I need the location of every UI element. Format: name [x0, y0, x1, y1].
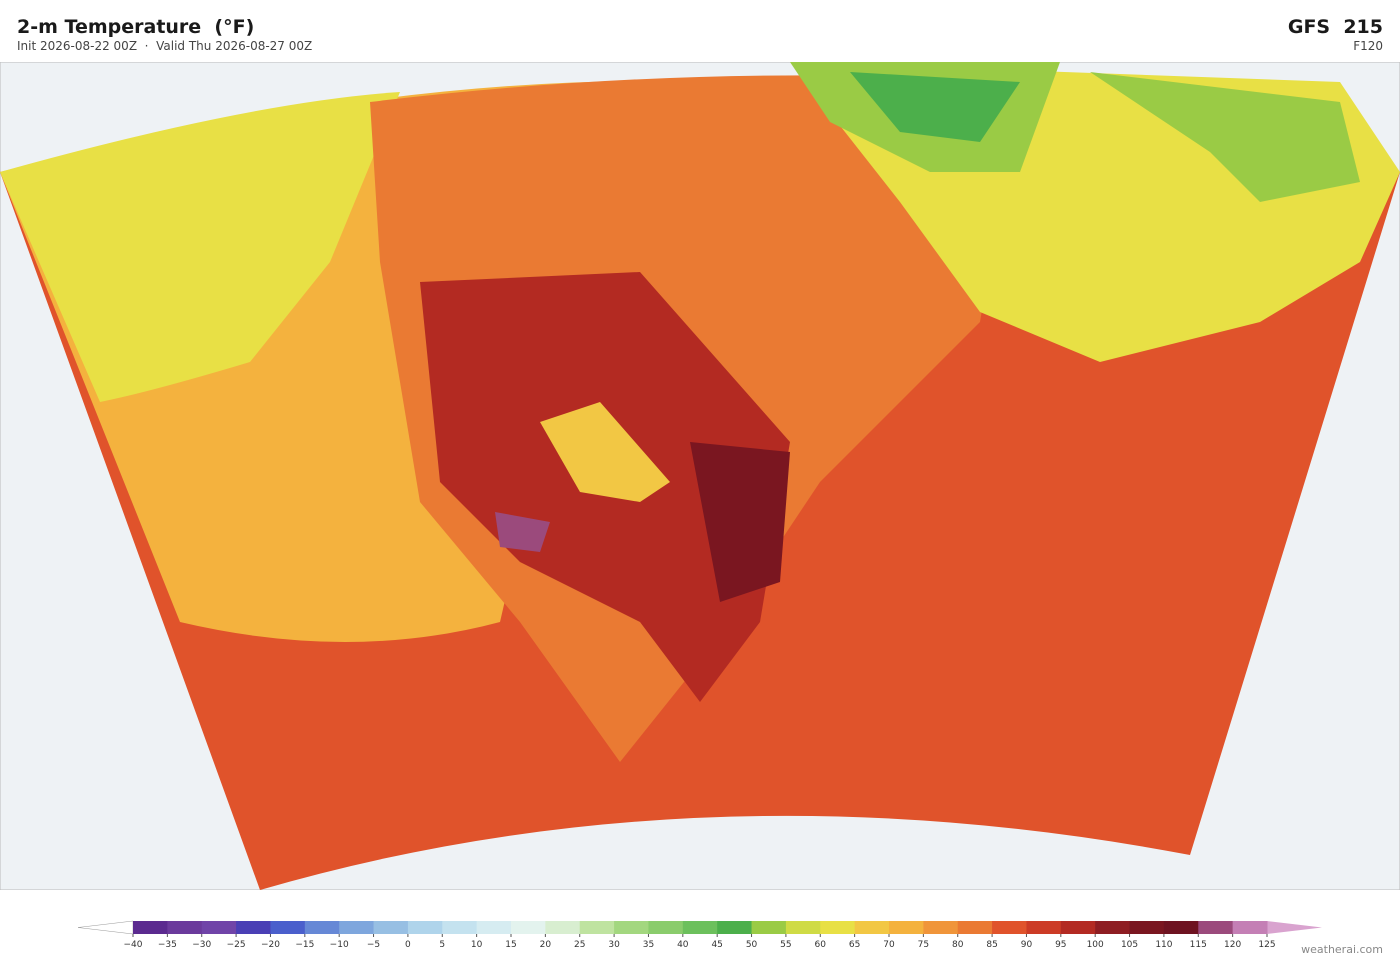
- colorbar-bin: [407, 921, 443, 934]
- colorbar-tick-label: 5: [439, 940, 445, 950]
- colorbar-bin: [511, 921, 546, 934]
- colorbar-tick-label: 120: [1224, 940, 1241, 950]
- colorbar-bin: [1060, 921, 1096, 934]
- colorbar-bin: [1198, 921, 1234, 934]
- colorbar-under: [77, 920, 134, 935]
- colorbar-over: [1267, 921, 1322, 934]
- colorbar-bin: [339, 921, 375, 934]
- colorbar-bin: [133, 921, 168, 934]
- credit: weatherai.com: [1301, 943, 1383, 956]
- model: GFS 215: [1287, 16, 1383, 38]
- land-hottest: [690, 442, 790, 602]
- colorbar-tick-label: −35: [158, 940, 177, 950]
- colorbar-tick-label: 100: [1087, 940, 1104, 950]
- colorbar-tick-label: −20: [261, 940, 280, 950]
- colorbar-tick-label: −5: [367, 940, 380, 950]
- title: 2-m Temperature (°F): [17, 16, 255, 38]
- colorbar-bin: [1095, 921, 1131, 934]
- colorbar-bin: [270, 921, 306, 934]
- colorbar-tick-label: 60: [815, 940, 827, 950]
- quebec-cool: [1090, 72, 1360, 202]
- colorbar-tick-label: 55: [780, 940, 791, 950]
- colorbar-tick-label: −25: [227, 940, 246, 950]
- colorbar-tick-label: 15: [505, 940, 516, 950]
- colorbar-bin: [201, 921, 237, 934]
- colorbar-bin: [1232, 921, 1268, 934]
- colorbar-tick-label: −30: [192, 940, 211, 950]
- colorbar-tick-label: 125: [1258, 940, 1275, 950]
- colorbar-bin: [167, 921, 203, 934]
- colorbar-bin: [1129, 921, 1165, 934]
- colorbar-tick-label: 10: [471, 940, 483, 950]
- colorbar-tick-label: 40: [677, 940, 689, 950]
- colorbar-tick-label: 50: [746, 940, 758, 950]
- colorbar-bin: [1026, 921, 1062, 934]
- colorbar-tick-label: 115: [1190, 940, 1207, 950]
- colorbar-bin: [236, 921, 271, 934]
- colorbar-tick-label: 0: [405, 940, 411, 950]
- colorbar-bin: [476, 921, 512, 934]
- colorbar-tick-label: 105: [1121, 940, 1138, 950]
- colorbar-bin: [717, 921, 753, 934]
- colorbar-bin: [682, 921, 718, 934]
- canada-cool: [850, 72, 1020, 142]
- colorbar-bin: [751, 921, 787, 934]
- map: [0, 62, 1400, 890]
- colorbar-tick-label: 85: [986, 940, 997, 950]
- colorbar-bin: [854, 921, 890, 934]
- colorbar-bin: [1163, 921, 1199, 934]
- colorbar-tick-label: 75: [918, 940, 929, 950]
- forecast-hour: F120: [1353, 39, 1383, 53]
- colorbar-tick-label: 35: [643, 940, 654, 950]
- colorbar-bin: [442, 921, 478, 934]
- colorbar-bin: [957, 921, 993, 934]
- colorbar-tick-label: 80: [952, 940, 964, 950]
- colorbar-tick-label: 30: [608, 940, 620, 950]
- colorbar-bin: [614, 921, 649, 934]
- colorbar-tick-label: 110: [1155, 940, 1172, 950]
- colorbar: weatherai.com −40 −35 −30 −25 −20 −15 −10 −5 0 5 1…: [77, 920, 1383, 956]
- colorbar-tick-label: 70: [883, 940, 895, 950]
- colorbar-tick-label: 95: [1055, 940, 1066, 950]
- colorbar-bin: [648, 921, 684, 934]
- colorbar-tick-label: 25: [574, 940, 585, 950]
- desert-extreme: [495, 512, 550, 552]
- rockies-mild: [540, 402, 670, 502]
- colorbar-bin: [820, 921, 856, 934]
- colorbar-tick-label: 65: [849, 940, 860, 950]
- colorbar-tick-label: −15: [295, 940, 314, 950]
- subtitle: Init 2026-08-22 00Z · Valid Thu 2026-08-…: [17, 39, 313, 53]
- colorbar-bin: [785, 921, 821, 934]
- colorbar-tick-label: 90: [1021, 940, 1033, 950]
- colorbar-bin: [579, 921, 615, 934]
- colorbar-tick-label: 20: [540, 940, 552, 950]
- colorbar-bin: [889, 921, 924, 934]
- colorbar-bin: [923, 921, 959, 934]
- colorbar-bin: [992, 921, 1027, 934]
- colorbar-bin: [545, 921, 581, 934]
- colorbar-bin: [373, 921, 409, 934]
- pacific-north: [0, 92, 400, 402]
- colorbar-tick-label: −40: [124, 940, 143, 950]
- colorbar-bin: [304, 921, 340, 934]
- colorbar-tick-label: 45: [711, 940, 722, 950]
- colorbar-tick-label: −10: [330, 940, 349, 950]
